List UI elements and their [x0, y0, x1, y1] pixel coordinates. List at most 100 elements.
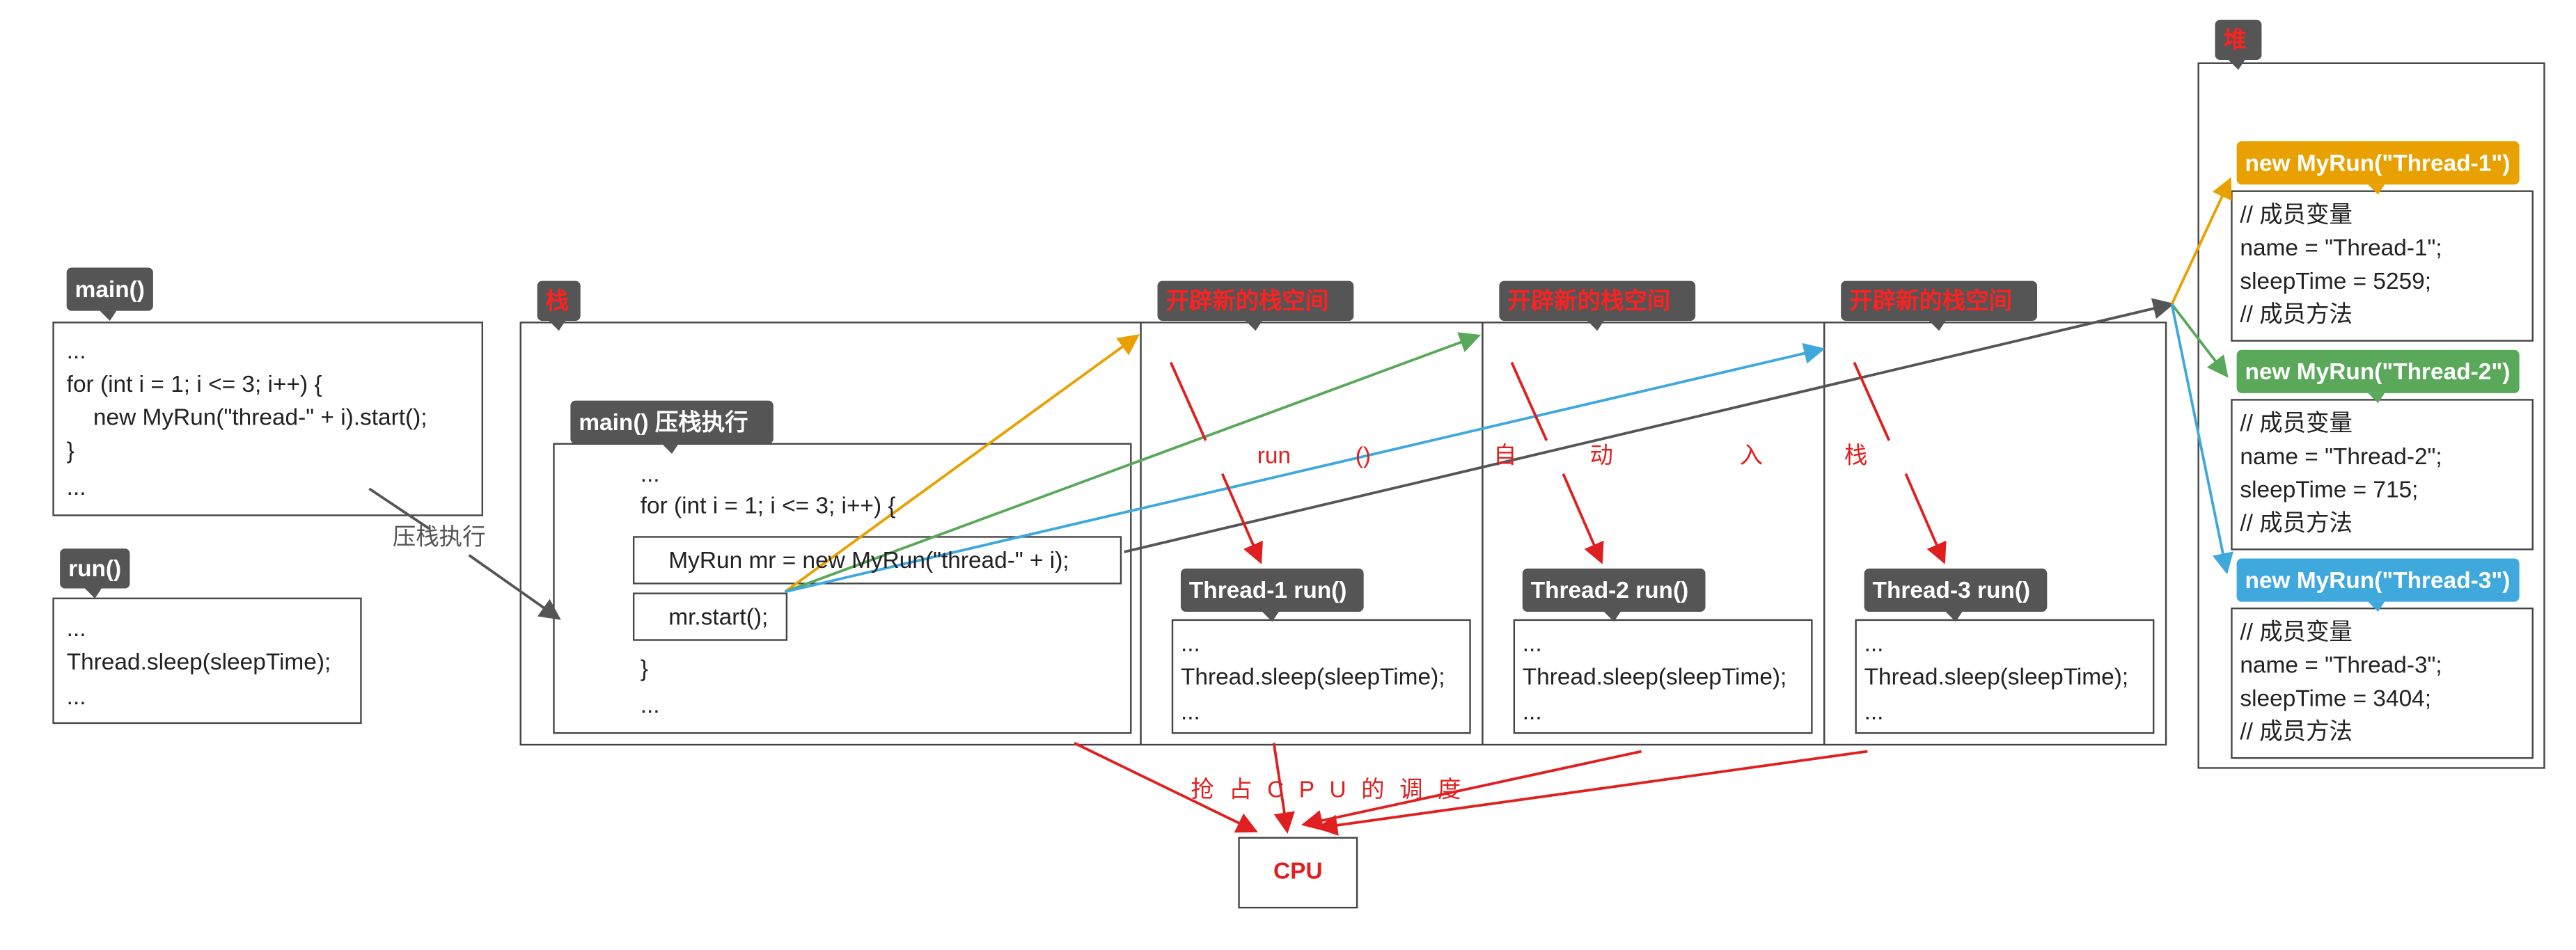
- tag-pointer: [549, 320, 566, 331]
- code-line: sleepTime = 5259;: [2240, 269, 2431, 294]
- arrow: [1124, 298, 2175, 553]
- tag: 开辟新的栈空间: [1499, 280, 1696, 331]
- tag: 开辟新的栈空间: [1157, 280, 1354, 331]
- tag-pointer: [84, 588, 102, 599]
- code-line: // 成员方法: [2240, 719, 2353, 745]
- tag-bg: [2236, 141, 2520, 185]
- tag-pointer: [1246, 320, 1262, 331]
- tag-bg: [60, 548, 130, 589]
- code-line: name = "Thread-1";: [2240, 235, 2442, 261]
- code-line: Thread.sleep(sleepTime);: [1864, 664, 2129, 690]
- tag-label: new MyRun("Thread-1"): [2245, 150, 2511, 176]
- labels: main()... for (int i = 1; i <= 3; i++) { n…: [60, 19, 2520, 885]
- tag: new MyRun("Thread-2"): [2236, 349, 2520, 404]
- tag-bg: [1499, 280, 1696, 321]
- tag-pointer: [2228, 59, 2245, 70]
- arrow: [784, 334, 1140, 593]
- auto-push-label: run: [1257, 443, 1291, 469]
- code-line: // 成员变量: [2240, 619, 2353, 645]
- code-line: ...: [1523, 631, 1542, 657]
- tag-label: new MyRun("Thread-2"): [2245, 359, 2511, 385]
- connector: [368, 487, 430, 530]
- auto-push-label: (): [1356, 443, 1371, 469]
- code-line: // 成员方法: [2240, 510, 2353, 536]
- code-line: ...: [641, 461, 660, 487]
- tag-label: 栈: [546, 289, 569, 315]
- tag: Thread-3 run(): [1864, 568, 2048, 622]
- arrow: [1074, 741, 1258, 833]
- code-line: ...: [67, 338, 86, 364]
- tag-pointer: [1262, 611, 1279, 622]
- connector: [468, 554, 561, 620]
- code-line: // 成员方法: [2240, 302, 2353, 328]
- code-line: ...: [641, 692, 660, 718]
- arrow: [1301, 750, 1642, 831]
- code-line: sleepTime = 715;: [2240, 477, 2418, 503]
- code-line: sleepTime = 3404;: [2240, 686, 2431, 711]
- arrow: [1169, 361, 1207, 441]
- thread-frame: [1513, 619, 1813, 734]
- code-line: for (int i = 1; i <= 3; i++) {: [641, 493, 896, 518]
- arrow: [785, 342, 1825, 594]
- tag-pointer: [1603, 611, 1621, 622]
- tag: new MyRun("Thread-3"): [2236, 558, 2520, 612]
- code-line: ...: [1181, 631, 1200, 657]
- tag-bg: [2236, 349, 2520, 393]
- tag-label: Thread-1 run(): [1189, 578, 1347, 603]
- arrow: [1272, 743, 1295, 834]
- tag: run(): [60, 548, 130, 599]
- code-line: Thread.sleep(sleepTime);: [67, 649, 331, 675]
- tag-bg: [537, 280, 581, 321]
- tag-bg: [570, 400, 773, 444]
- tag: 开辟新的栈空间: [1841, 280, 2037, 331]
- tag-label: main() 压栈执行: [579, 410, 748, 436]
- run-box: [52, 597, 362, 725]
- tag: 堆: [2215, 19, 2262, 70]
- code-line: mr.start();: [668, 604, 768, 630]
- code-line: }: [641, 656, 648, 681]
- main-frame: [553, 443, 1132, 734]
- tag-label: Thread-2 run(): [1531, 578, 1689, 603]
- code-line: ...: [1181, 699, 1200, 725]
- tag-pointer: [2368, 184, 2385, 195]
- code-line: }: [67, 438, 74, 464]
- arrow: [1562, 473, 1604, 564]
- tag-label: Thread-3 run(): [1873, 578, 2031, 603]
- tag: new MyRun("Thread-1"): [2236, 141, 2520, 195]
- tag-bg: [1864, 568, 2048, 612]
- arrow: [2170, 303, 2229, 378]
- tag-bg: [1157, 280, 1354, 321]
- code-line: name = "Thread-2";: [2240, 444, 2442, 470]
- code-line: // 成员变量: [2240, 202, 2353, 228]
- arrow: [1853, 361, 1891, 441]
- cpu-box: [1238, 837, 1358, 909]
- thread-frame: [1855, 619, 2155, 734]
- tag-bg: [1180, 568, 1364, 612]
- tag: main(): [66, 267, 153, 321]
- arrow: [2170, 177, 2232, 305]
- code-line: new MyRun("thread-" + i).start();: [93, 405, 427, 431]
- auto-push-label: 栈: [1844, 443, 1867, 469]
- tag-pointer: [661, 443, 679, 454]
- code-line: ...: [67, 684, 86, 710]
- thread-frame: [1171, 619, 1471, 734]
- tag-label: 开辟新的栈空间: [1507, 289, 1670, 315]
- arrow: [1510, 361, 1548, 441]
- code-line: ...: [1523, 699, 1542, 725]
- tag-pointer: [1929, 320, 1946, 331]
- code-line: Thread.sleep(sleepTime);: [1523, 664, 1787, 690]
- tag-pointer: [100, 310, 117, 321]
- tag: Thread-2 run(): [1522, 568, 1706, 622]
- tag-label: 开辟新的栈空间: [1165, 289, 1328, 315]
- cpu-text: CPU: [1273, 859, 1323, 885]
- tag-pointer: [2368, 393, 2385, 404]
- tag-pointer: [1587, 320, 1604, 331]
- main-box: [52, 322, 483, 516]
- tag-pointer: [2368, 601, 2385, 612]
- tag-bg: [1841, 280, 2037, 321]
- tag-bg: [66, 267, 153, 311]
- tag-label: main(): [75, 277, 145, 303]
- arrow: [784, 332, 1482, 594]
- code-line: ...: [1864, 699, 1884, 725]
